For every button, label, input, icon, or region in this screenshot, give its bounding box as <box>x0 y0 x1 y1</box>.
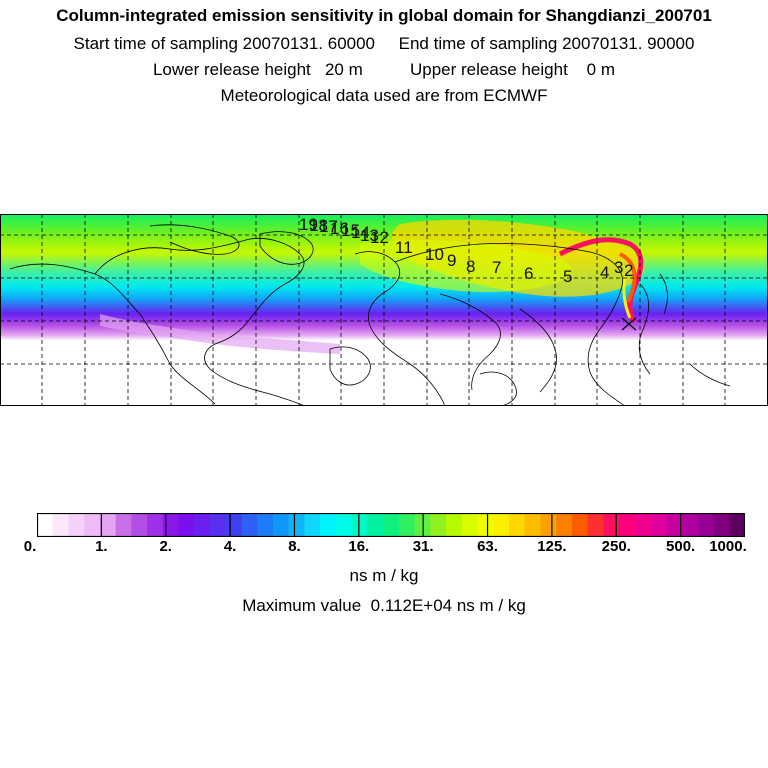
colorbar-swatch <box>556 513 573 537</box>
colorbar-swatch <box>68 513 85 537</box>
trajectory-day-label: 17 <box>319 217 338 236</box>
colorbar-scale <box>36 512 746 538</box>
colorbar-tick-label: 1. <box>95 538 108 555</box>
colorbar-swatch <box>37 513 54 537</box>
colorbar-tick-label: 1000. <box>709 538 747 555</box>
colorbar-swatch <box>430 513 447 537</box>
met-data-line: Meteorological data used are from ECMWF <box>220 86 548 105</box>
colorbar-swatch <box>320 513 337 537</box>
colorbar-swatch <box>84 513 101 537</box>
graticule <box>0 214 768 406</box>
colorbar-border <box>36 512 746 538</box>
colorbar-swatch <box>619 513 636 537</box>
colorbar-tick-label: 16. <box>348 538 370 555</box>
colorbar-tick-label: 250. <box>601 538 631 555</box>
colorbar-swatch <box>461 513 479 537</box>
colorbar-swatch <box>99 513 117 537</box>
trajectory-day-label: 15 <box>341 221 360 240</box>
pink-tail-west <box>100 314 340 354</box>
mid-sensitivity-zone <box>360 239 572 293</box>
trajectory-day-label: 8 <box>466 257 475 276</box>
trajectory-day-label: 7 <box>492 258 501 277</box>
release-height-line: Lower release height 20 m Upper release … <box>152 60 616 79</box>
colorbar-swatch <box>524 513 542 537</box>
trajectory-day-label: 5 <box>563 267 572 286</box>
trajectory-day-label: 11 <box>395 238 413 257</box>
trajectory-day-label: 18 <box>309 216 328 235</box>
colorbar-swatch <box>304 513 321 537</box>
colorbar-swatch <box>383 513 400 537</box>
colorbar-swatch <box>52 513 70 537</box>
source-plume-core <box>618 252 637 303</box>
colorbar-swatch <box>477 513 494 537</box>
colorbar-swatch <box>398 513 416 537</box>
colorbar-tick-label: 500. <box>666 538 696 555</box>
colorbar-swatch <box>493 513 510 537</box>
trajectory-day-label: 16 <box>330 219 349 238</box>
colorbar-swatch <box>288 513 306 537</box>
colorbar-units: ns m / kg <box>349 566 419 585</box>
colorbar-swatch <box>540 513 557 537</box>
colorbar-tick-label: 8. <box>288 538 301 555</box>
colorbar-swatch <box>666 513 683 537</box>
maximum-value-line: Maximum value 0.112E+04 ns m / kg <box>242 596 526 615</box>
colorbar-swatch <box>210 513 227 537</box>
colorbar-tick-label: 125. <box>537 538 567 555</box>
colorbar-swatch <box>634 513 652 537</box>
colorbar-swatch <box>335 513 353 537</box>
trajectory-day-label: 13 <box>360 226 379 245</box>
colorbar-swatch <box>713 513 730 537</box>
colorbar-tick-label: 0. <box>23 538 37 555</box>
trajectory-day-label: 2 <box>624 261 633 280</box>
colorbar-swatch <box>115 513 132 537</box>
colorbar-swatch <box>241 513 258 537</box>
colorbar-swatch <box>571 513 589 537</box>
receptor-marker <box>621 317 637 331</box>
colorbar-tick-label: 63. <box>477 538 498 555</box>
trajectory-day-label: 9 <box>447 251 456 270</box>
emission-sensitivity-map: 19 18 17 16 15 14 13 12 11 10 9 8 7 6 5 4 3 2 <box>0 214 768 406</box>
trajectory-day-label: 4 <box>600 263 609 282</box>
colorbar-tick-label: 31. <box>412 538 434 555</box>
colorbar-swatch <box>446 513 463 537</box>
colorbar-swatch <box>162 513 180 537</box>
colorbar-swatch <box>147 513 164 537</box>
colorbar-swatch <box>178 513 195 537</box>
source-plume <box>558 237 644 324</box>
colorbar-swatch <box>131 513 148 537</box>
coastlines <box>9 224 731 406</box>
trajectory-day-label: 12 <box>370 228 389 247</box>
colorbar-swatch <box>509 513 526 537</box>
trajectory-day-label: 6 <box>524 264 533 283</box>
colorbar-swatch <box>603 513 620 537</box>
colorbar-swatch <box>697 513 715 537</box>
sampling-time-line: Start time of sampling 20070131. 60000 E… <box>73 34 695 53</box>
colorbar-swatch <box>273 513 290 537</box>
colorbar-swatch <box>351 513 368 537</box>
colorbar-swatch <box>587 513 604 537</box>
colorbar-swatch <box>682 513 699 537</box>
trajectory-day-label: 3 <box>614 258 623 277</box>
colorbar-swatch <box>194 513 211 537</box>
trajectory-day-label: 14 <box>351 223 370 242</box>
colorbar-swatch <box>257 513 274 537</box>
colorbar <box>36 512 746 538</box>
trajectory-day-label: 19 <box>299 215 318 234</box>
colorbar-tick-label: 2. <box>159 538 172 555</box>
trajectory-day-label: 10 <box>425 245 444 264</box>
colorbar-swatch <box>367 513 384 537</box>
colorbar-swatch <box>729 513 746 537</box>
colorbar-tick-label: 4. <box>223 538 237 555</box>
colorbar-swatch <box>225 513 243 537</box>
colorbar-swatch <box>650 513 667 537</box>
map-title: Column-integrated emission sensitivity i… <box>56 6 712 25</box>
